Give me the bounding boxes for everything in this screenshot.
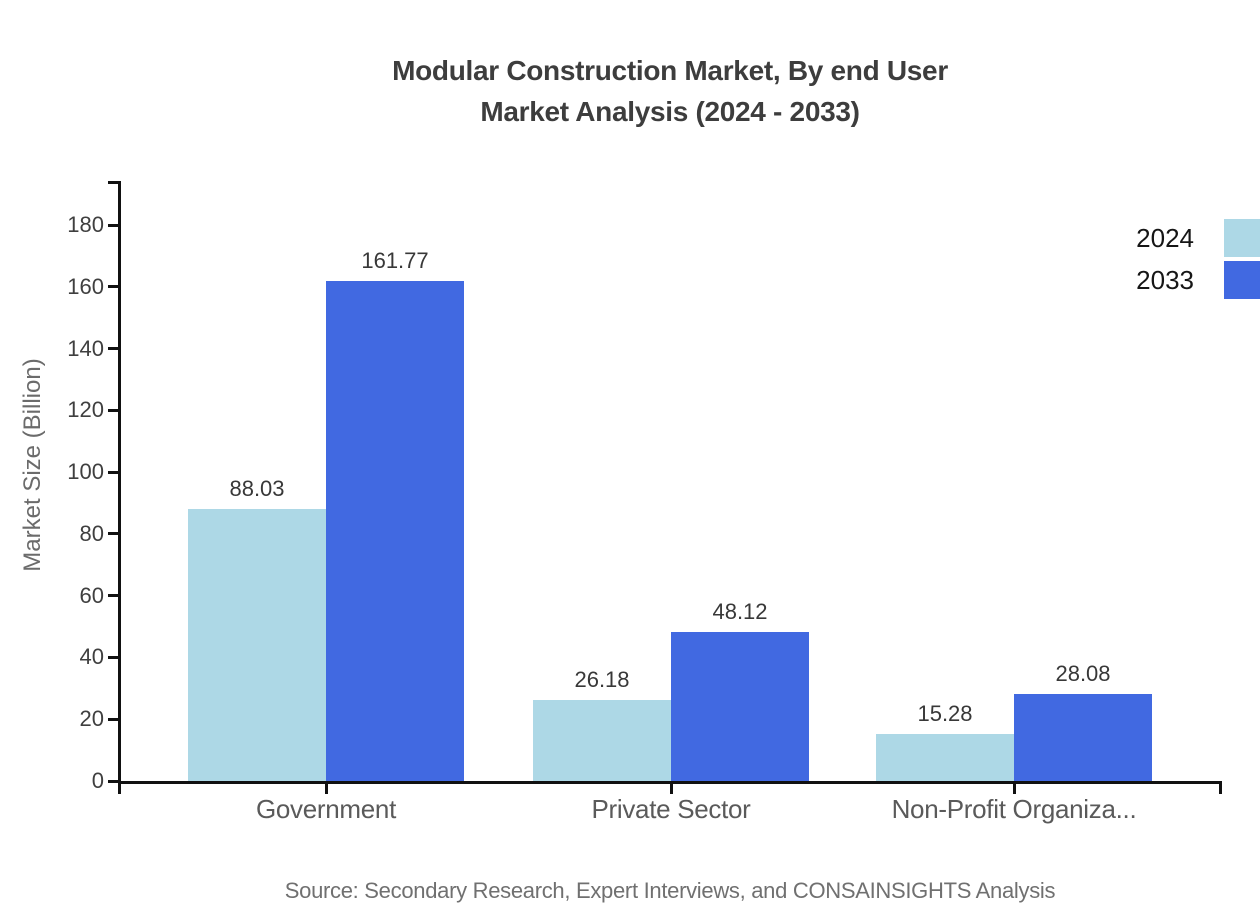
y-tick-label-20: 20: [79, 706, 104, 732]
legend: 2024 2033: [1136, 219, 1260, 303]
legend-item-2024: 2024: [1136, 219, 1260, 257]
y-tick-label-80: 80: [79, 520, 104, 546]
bar-value-label-2033-government: 161.77: [361, 248, 429, 273]
x-tick-mark-non-profit-organiza: [1012, 784, 1016, 794]
y-tick-label-40: 40: [79, 644, 104, 670]
y-tick-label-100: 100: [67, 459, 104, 485]
x-tick-mark-government: [324, 784, 328, 794]
bar-value-label-2024-private-sector: 26.18: [574, 667, 630, 692]
bar-2033-non-profit-organiza: [1014, 694, 1152, 781]
x-tick-label-government: Government: [255, 794, 397, 824]
legend-label-2033: 2033: [1136, 264, 1194, 295]
bar-value-label-2024-non-profit-organiza: 15.28: [917, 701, 973, 726]
x-axis-left-end-tick: [118, 784, 121, 794]
legend-label-2024: 2024: [1136, 222, 1194, 253]
bar-2024-private-sector: [533, 700, 671, 781]
y-tick-mark-80: [108, 532, 118, 536]
y-tick-mark-140: [108, 347, 118, 351]
bar-2024-non-profit-organiza: [876, 734, 1014, 781]
y-tick-mark-120: [108, 408, 118, 412]
y-tick-mark-0: [108, 779, 118, 783]
y-tick-mark-60: [108, 594, 118, 598]
x-axis-right-end-tick: [1219, 784, 1222, 794]
y-tick-mark-160: [108, 285, 118, 289]
y-axis-line: [118, 181, 121, 784]
y-tick-mark-180: [108, 223, 118, 227]
legend-swatch-2033: [1224, 261, 1260, 299]
y-tick-label-160: 160: [67, 273, 104, 299]
y-tick-label-140: 140: [67, 335, 104, 361]
y-tick-label-180: 180: [67, 212, 104, 237]
bar-2033-private-sector: [671, 632, 809, 781]
chart-title-line2: Market Analysis (2024 - 2033): [480, 96, 860, 127]
legend-swatch-2024: [1224, 219, 1260, 257]
x-tick-label-non-profit-organiza: Non-Profit Organiza...: [891, 794, 1137, 824]
y-tick-label-60: 60: [79, 582, 104, 608]
x-axis-line: [118, 781, 1222, 784]
bar-value-label-2033-private-sector: 48.12: [712, 599, 768, 624]
source-note: Source: Secondary Research, Expert Inter…: [284, 878, 1056, 903]
y-tick-mark-20: [108, 717, 118, 721]
y-tick-mark-100: [108, 470, 118, 474]
chart-title-line1: Modular Construction Market, By end User: [392, 55, 948, 86]
bar-value-label-2024-government: 88.03: [229, 476, 285, 501]
x-tick-label-private-sector: Private Sector: [591, 794, 751, 824]
chart-title: Modular Construction Market, By end User…: [90, 50, 1250, 132]
bar-2024-government: [188, 509, 326, 781]
bar-2033-government: [326, 281, 464, 781]
y-tick-mark-40: [108, 655, 118, 659]
x-tick-mark-private-sector: [669, 784, 673, 794]
bar-value-label-2033-non-profit-organiza: 28.08: [1055, 661, 1111, 686]
y-axis-end-tick: [108, 181, 118, 184]
legend-item-2033: 2033: [1136, 261, 1260, 299]
y-tick-label-120: 120: [67, 397, 104, 423]
y-tick-label-0: 0: [91, 768, 104, 793]
